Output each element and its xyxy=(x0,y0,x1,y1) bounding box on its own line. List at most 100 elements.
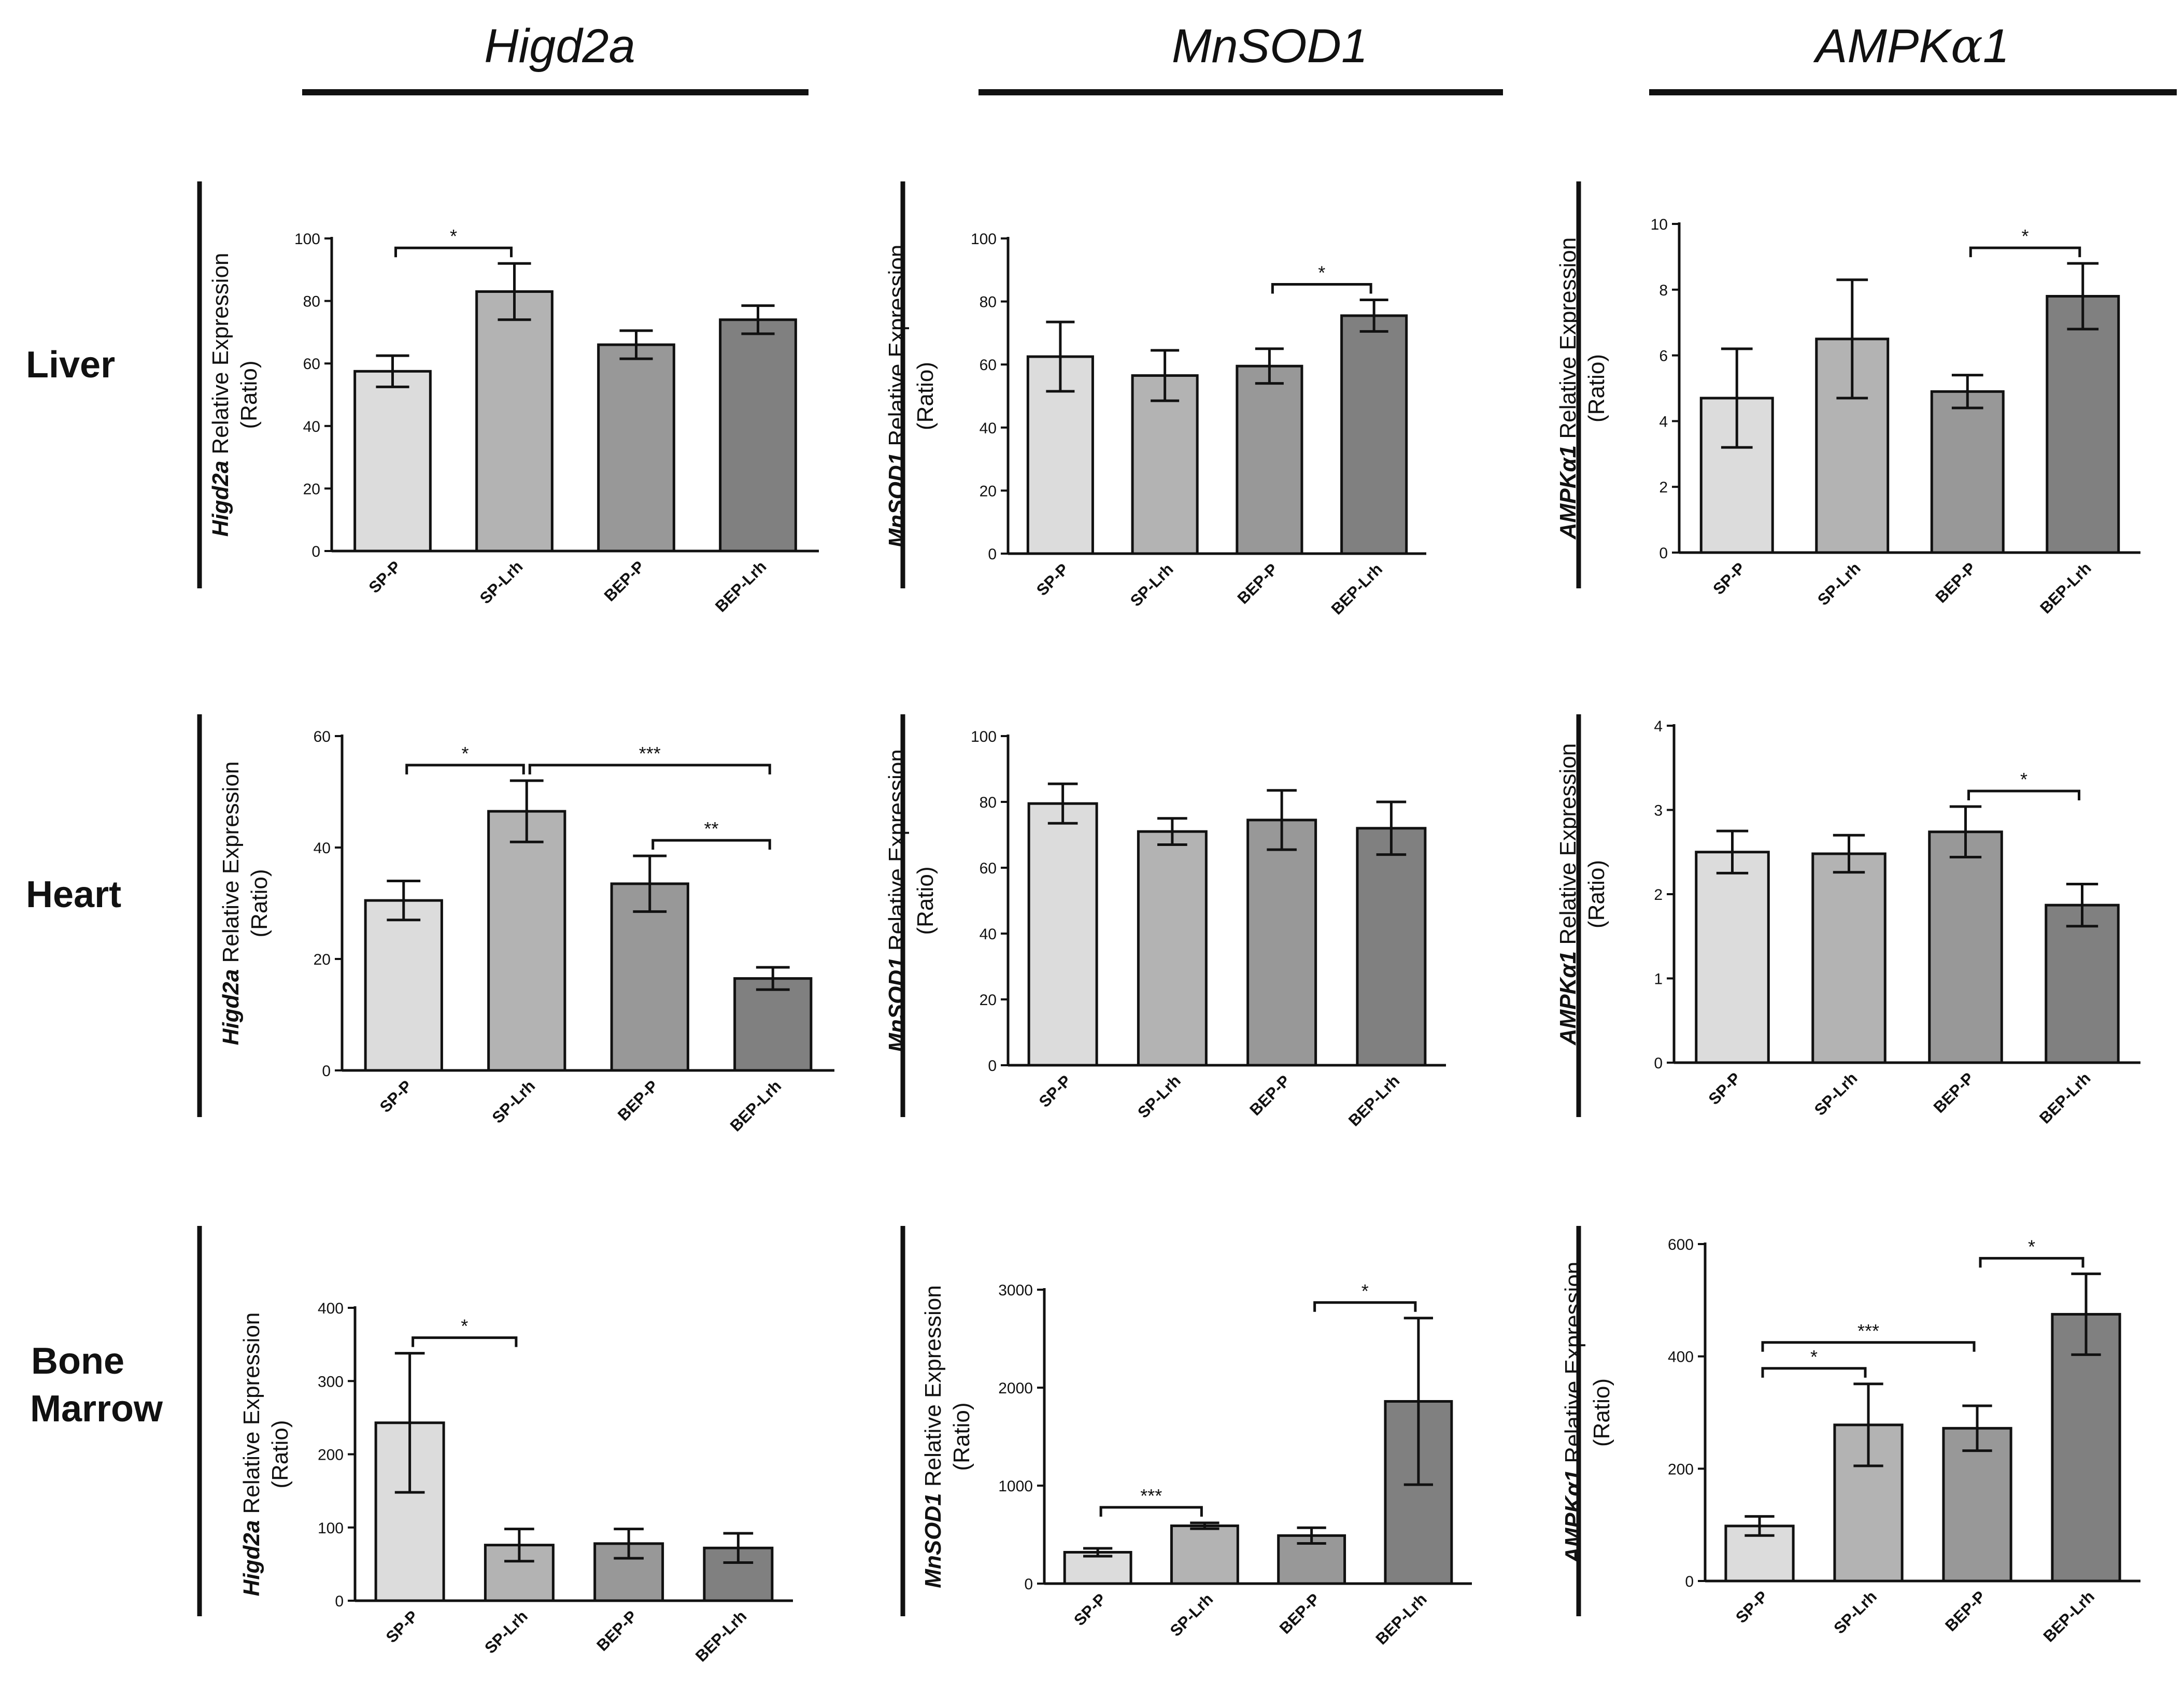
column-title-1: Higd2a xyxy=(484,20,635,73)
significance-label: * xyxy=(1362,1280,1369,1302)
x-tick-label: SP-P xyxy=(1036,1071,1075,1111)
bar-SP-P xyxy=(1027,802,1098,1067)
y-axis-label-gene: AMPKα1 xyxy=(1555,951,1581,1046)
y-tick-label: 4 xyxy=(1654,718,1663,735)
y-tick-label: 200 xyxy=(318,1447,344,1464)
x-tick-label: BEP-P xyxy=(1932,559,1979,606)
column-title-2: MnSOD1 xyxy=(1172,20,1368,73)
bar-BEP-P xyxy=(1928,830,2003,1064)
significance-bracket xyxy=(1271,283,1372,294)
y-axis-label-gene: Higd2a xyxy=(239,1520,264,1597)
x-tick-label: BEP-P xyxy=(1941,1587,1989,1635)
y-axis-unit: (Ratio) xyxy=(949,1402,974,1471)
significance-label: * xyxy=(450,225,457,247)
y-tick-label: 60 xyxy=(980,357,997,374)
y-tick-label: 40 xyxy=(303,418,320,435)
bar-chart-AMPK1-r1: 0 2 4 6 8 10 AMPKα1 Relative Expression (Ratio)… xyxy=(1555,216,2140,617)
y-tick-label: 40 xyxy=(314,840,331,857)
row-label-3: Bone Marrow xyxy=(30,1340,163,1430)
x-tick-label: SP-P xyxy=(1705,1069,1745,1108)
bar-BEP-P xyxy=(1246,818,1317,1067)
bar-BEP-Lrh xyxy=(719,318,797,553)
x-tick-label: SP-P xyxy=(382,1607,422,1646)
significance-bracket xyxy=(1969,246,2081,258)
y-tick-label: 20 xyxy=(980,992,997,1009)
y-tick-label: 1000 xyxy=(998,1478,1033,1495)
x-tick-label: BEP-Lrh xyxy=(1328,560,1386,618)
y-axis-unit: (Ratio) xyxy=(247,869,272,937)
bar-chart-Higd2a-r2: 0 20 40 60 Higd2a Relative Expression (Ratio)… xyxy=(218,728,834,1135)
y-tick-label: 200 xyxy=(1668,1461,1694,1478)
y-tick-label: 100 xyxy=(318,1520,344,1537)
y-tick-label: 40 xyxy=(980,420,997,437)
y-axis-unit: (Ratio) xyxy=(1584,354,1609,422)
significance-bracket xyxy=(1761,1341,1976,1352)
y-axis-unit: (Ratio) xyxy=(1584,860,1609,928)
y-tick-label: 20 xyxy=(303,481,320,498)
x-tick-label: SP-P xyxy=(1070,1590,1110,1629)
bar-BEP-P xyxy=(1277,1534,1346,1585)
significance-bracket xyxy=(1313,1301,1417,1312)
significance-bracket xyxy=(394,246,513,258)
y-tick-label: 400 xyxy=(318,1300,344,1317)
y-axis-label: MnSOD1 Relative Expression xyxy=(920,1285,946,1588)
bar-SP-P xyxy=(353,370,432,553)
y-axis-label-text: Relative Expression xyxy=(208,253,233,461)
row-label-line: Heart xyxy=(26,874,121,915)
x-tick-label: BEP-Lrh xyxy=(692,1607,750,1665)
x-tick-label: BEP-Lrh xyxy=(712,557,770,615)
y-tick-label: 0 xyxy=(335,1593,344,1610)
y-axis-label-text: Relative Expression xyxy=(884,245,910,453)
y-tick-label: 0 xyxy=(1024,1576,1033,1593)
bar-SP-Lrh xyxy=(1811,852,1887,1064)
significance-label: * xyxy=(1318,262,1325,284)
significance-bracket xyxy=(1761,1367,1867,1378)
row-label-line: Liver xyxy=(26,344,115,386)
y-tick-label: 60 xyxy=(980,860,997,877)
y-axis-label-text: Relative Expression xyxy=(1561,1262,1586,1470)
bar-SP-Lrh xyxy=(1131,374,1199,555)
y-tick-label: 0 xyxy=(988,1057,997,1075)
y-tick-label: 0 xyxy=(1654,1055,1663,1072)
y-axis-label-gene: AMPKα1 xyxy=(1561,1470,1586,1564)
bar-BEP-P xyxy=(1930,390,2005,554)
y-tick-label: 100 xyxy=(971,728,997,745)
bar-chart-MnSOD1-r1: 0 20 40 60 80 100 MnSOD1 Relative Expression (R… xyxy=(884,231,1426,618)
x-tick-label: BEP-P xyxy=(593,1607,641,1655)
x-tick-label: SP-Lrh xyxy=(1134,1071,1184,1122)
bar-chart-Higd2a-r3: 0 100 200 300 400 Higd2a Relative Expression(… xyxy=(239,1300,793,1665)
y-axis-label: AMPKα1 Relative Expression xyxy=(1561,1262,1586,1564)
y-axis-label-gene: Higd2a xyxy=(208,461,233,537)
significance-bracket xyxy=(1099,1506,1203,1517)
y-axis-unit: (Ratio) xyxy=(236,360,262,429)
y-axis-label-text: Relative Expression xyxy=(1555,743,1581,951)
x-tick-label: SP-Lrh xyxy=(1814,559,1864,609)
y-axis-unit: (Ratio) xyxy=(1589,1378,1614,1447)
bar-BEP-P xyxy=(1942,1427,2012,1583)
y-axis-unit: (Ratio) xyxy=(913,362,938,430)
significance-label: ** xyxy=(704,818,718,839)
y-axis-label: AMPKα1 Relative Expression xyxy=(1555,743,1581,1046)
y-axis-label: Higd2a Relative Expression xyxy=(239,1312,264,1597)
bar-BEP-Lrh xyxy=(1340,314,1408,555)
bar-BEP-Lrh xyxy=(2051,1312,2121,1583)
y-axis-label-text: Relative Expression xyxy=(218,761,244,969)
y-tick-label: 40 xyxy=(980,926,997,943)
significance-label: * xyxy=(461,743,469,764)
x-tick-label: SP-P xyxy=(365,557,405,597)
significance-label: *** xyxy=(1857,1320,1879,1342)
x-tick-label: SP-P xyxy=(1709,559,1749,598)
y-tick-label: 80 xyxy=(303,293,320,310)
y-tick-label: 8 xyxy=(1659,282,1668,299)
y-tick-label: 0 xyxy=(1659,545,1668,562)
row-label-2: Heart xyxy=(26,874,121,915)
y-tick-label: 80 xyxy=(980,794,997,811)
x-tick-label: SP-P xyxy=(1033,560,1072,599)
y-axis-label-gene: Higd2a xyxy=(218,969,244,1046)
x-tick-label: BEP-Lrh xyxy=(2036,559,2094,617)
bar-BEP-Lrh xyxy=(2045,904,2120,1064)
y-axis-label: Higd2a Relative Expression xyxy=(218,761,244,1046)
x-tick-label: BEP-P xyxy=(1930,1069,1978,1117)
significance-label: * xyxy=(2021,225,2029,247)
